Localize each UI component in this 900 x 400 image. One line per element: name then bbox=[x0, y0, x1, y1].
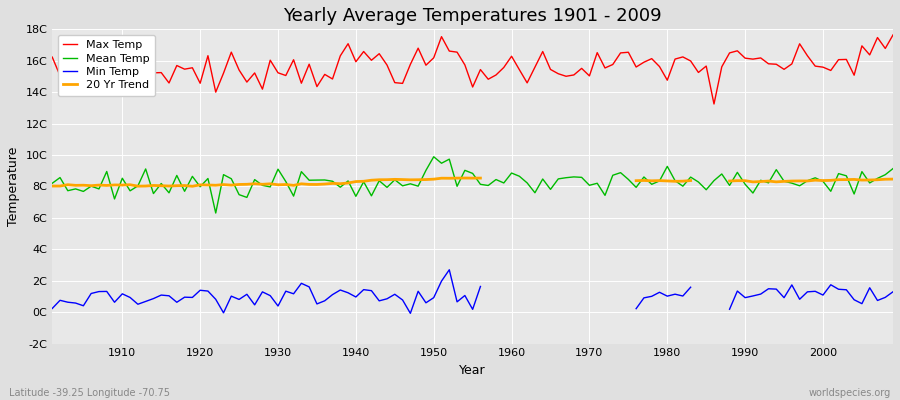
Max Temp bbox=[47, 55, 58, 60]
Mean Temp bbox=[335, 185, 346, 190]
Min Temp bbox=[109, 300, 120, 305]
Mean Temp bbox=[211, 211, 221, 216]
Min Temp bbox=[327, 292, 338, 297]
20 Yr Trend bbox=[47, 184, 58, 188]
Title: Yearly Average Temperatures 1901 - 2009: Yearly Average Temperatures 1901 - 2009 bbox=[284, 7, 662, 25]
Mean Temp bbox=[288, 194, 299, 198]
Max Temp bbox=[327, 76, 338, 81]
Max Temp bbox=[506, 54, 517, 59]
Max Temp bbox=[708, 102, 719, 106]
Max Temp bbox=[887, 32, 898, 37]
20 Yr Trend bbox=[887, 177, 898, 182]
Mean Temp bbox=[109, 196, 120, 201]
Min Temp bbox=[47, 306, 58, 311]
Max Temp bbox=[109, 60, 120, 65]
X-axis label: Year: Year bbox=[459, 364, 486, 377]
20 Yr Trend bbox=[109, 182, 120, 187]
Legend: Max Temp, Mean Temp, Min Temp, 20 Yr Trend: Max Temp, Mean Temp, Min Temp, 20 Yr Tre… bbox=[58, 35, 155, 96]
Min Temp bbox=[887, 289, 898, 294]
Max Temp bbox=[281, 73, 292, 78]
Line: Mean Temp: Mean Temp bbox=[52, 157, 893, 213]
Text: Latitude -39.25 Longitude -70.75: Latitude -39.25 Longitude -70.75 bbox=[9, 388, 170, 398]
Mean Temp bbox=[887, 166, 898, 171]
Line: 20 Yr Trend: 20 Yr Trend bbox=[52, 178, 893, 186]
Line: Min Temp: Min Temp bbox=[52, 270, 893, 313]
Max Temp bbox=[499, 65, 509, 70]
Mean Temp bbox=[616, 170, 626, 175]
Min Temp bbox=[281, 289, 292, 294]
20 Yr Trend bbox=[281, 182, 292, 187]
Y-axis label: Temperature: Temperature bbox=[7, 147, 20, 226]
20 Yr Trend bbox=[327, 181, 338, 186]
Max Temp bbox=[599, 66, 610, 70]
Text: worldspecies.org: worldspecies.org bbox=[809, 388, 891, 398]
Mean Temp bbox=[522, 180, 533, 185]
Mean Temp bbox=[47, 181, 58, 186]
Mean Temp bbox=[428, 154, 439, 159]
Line: Max Temp: Max Temp bbox=[52, 35, 893, 104]
Mean Temp bbox=[514, 174, 525, 179]
